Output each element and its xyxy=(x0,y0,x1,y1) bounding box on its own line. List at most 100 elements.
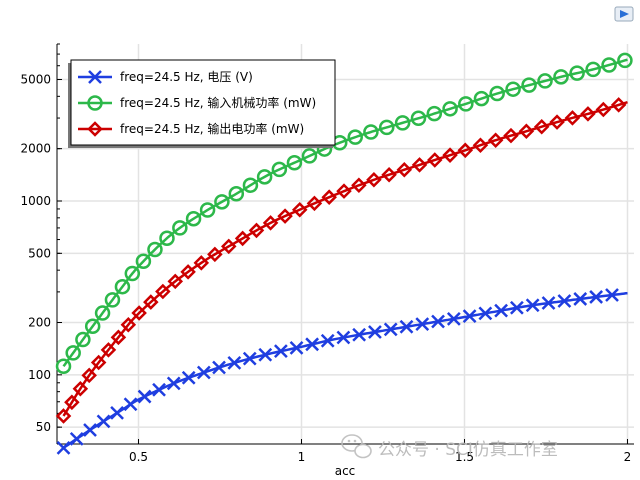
data-point xyxy=(521,77,537,93)
legend-label: freq=24.5 Hz, 输入机械功率 (mW) xyxy=(120,95,316,110)
x-tick-label: 2 xyxy=(624,450,632,464)
data-point xyxy=(83,423,97,437)
data-point xyxy=(557,294,572,308)
data-point xyxy=(533,118,550,135)
data-point xyxy=(143,294,159,310)
data-point xyxy=(487,132,504,148)
x-ticks: 0.5 1 1.5 2 xyxy=(129,439,631,464)
x-axis-title: acc xyxy=(335,464,356,478)
data-point xyxy=(410,110,427,127)
legend-marker xyxy=(87,121,103,137)
data-point xyxy=(167,273,184,290)
data-point xyxy=(305,337,320,352)
data-point xyxy=(537,73,553,89)
data-point xyxy=(368,325,382,339)
data-point xyxy=(147,241,163,258)
data-point xyxy=(152,382,166,397)
watermark: 公众号 · SCI仿真工作室 xyxy=(341,434,558,460)
data-point xyxy=(442,101,458,117)
data-point xyxy=(75,331,91,348)
y-tick-label: 200 xyxy=(28,315,51,329)
data-point xyxy=(472,137,489,153)
data-point xyxy=(573,292,588,306)
data-point xyxy=(185,210,202,227)
data-point xyxy=(258,347,273,362)
y-tick-label: 1000 xyxy=(20,194,51,208)
legend-item-1: freq=24.5 Hz, 电压 (V) xyxy=(78,70,253,84)
data-point xyxy=(199,202,216,218)
data-point xyxy=(399,319,414,334)
data-point xyxy=(234,230,251,247)
data-point xyxy=(262,215,279,231)
data-point xyxy=(55,358,72,375)
data-point xyxy=(320,333,335,348)
data-point xyxy=(72,380,89,397)
data-point xyxy=(442,147,458,163)
series-3 xyxy=(55,97,628,424)
legend-item-2: freq=24.5 Hz, 输入机械功率 (mW) xyxy=(78,95,316,111)
x-tick-label: 1 xyxy=(298,450,306,464)
data-point xyxy=(220,238,237,255)
y-tick-label: 5000 xyxy=(20,72,51,86)
legend-label: freq=24.5 Hz, 电压 (V) xyxy=(120,70,253,84)
data-point xyxy=(351,177,367,194)
data-point xyxy=(242,177,259,193)
data-point xyxy=(489,85,505,102)
x-tick-label: 0.5 xyxy=(129,450,148,464)
data-point xyxy=(96,414,111,429)
data-point xyxy=(155,283,171,300)
data-point xyxy=(110,406,124,420)
window-control-icon[interactable] xyxy=(614,6,634,22)
data-point xyxy=(494,303,509,318)
data-point xyxy=(84,318,101,335)
data-point xyxy=(289,340,304,355)
data-point xyxy=(104,292,121,308)
data-point xyxy=(124,265,141,282)
y-tick-label: 2000 xyxy=(20,142,51,156)
data-point xyxy=(306,195,323,212)
data-point xyxy=(564,110,581,126)
data-point xyxy=(518,123,535,140)
data-point xyxy=(601,57,617,73)
legend: freq=24.5 Hz, 电压 (V) freq=24.5 Hz, 输入机械功率… xyxy=(68,59,336,148)
data-point xyxy=(110,329,127,346)
data-point xyxy=(352,327,367,342)
data-point xyxy=(505,81,521,97)
data-point xyxy=(336,183,352,199)
series-group xyxy=(55,52,633,455)
data-point xyxy=(336,330,351,345)
data-point xyxy=(396,161,413,178)
data-point xyxy=(378,119,395,136)
data-point xyxy=(553,69,569,85)
data-point xyxy=(277,208,293,224)
data-point xyxy=(589,290,604,304)
data-point xyxy=(585,61,601,78)
data-point xyxy=(427,152,443,168)
data-point xyxy=(256,169,273,185)
data-point xyxy=(431,314,445,329)
data-point xyxy=(137,389,152,404)
data-point xyxy=(605,288,619,302)
data-point xyxy=(181,370,196,385)
data-point xyxy=(94,305,111,321)
data-point xyxy=(100,342,117,358)
legend-item-3: freq=24.5 Hz, 输出电功率 (mW) xyxy=(78,121,304,137)
legend-marker xyxy=(87,95,103,111)
legend-label: freq=24.5 Hz, 输出电功率 (mW) xyxy=(120,121,304,136)
data-point xyxy=(301,148,318,164)
y-ticks: 50 100 200 500 1000 2000 5000 xyxy=(20,43,62,445)
y-tick-label: 50 xyxy=(36,420,51,434)
data-point xyxy=(458,96,474,112)
data-point xyxy=(363,124,379,140)
data-point xyxy=(55,408,72,424)
data-point xyxy=(242,351,257,366)
data-point xyxy=(549,114,565,130)
watermark-text: 公众号 · SCI仿真工作室 xyxy=(378,440,558,460)
y-tick-label: 500 xyxy=(28,246,51,260)
data-point xyxy=(383,322,398,337)
data-point xyxy=(426,105,443,122)
data-point xyxy=(381,166,397,183)
data-point xyxy=(595,101,612,118)
data-point xyxy=(166,376,181,391)
